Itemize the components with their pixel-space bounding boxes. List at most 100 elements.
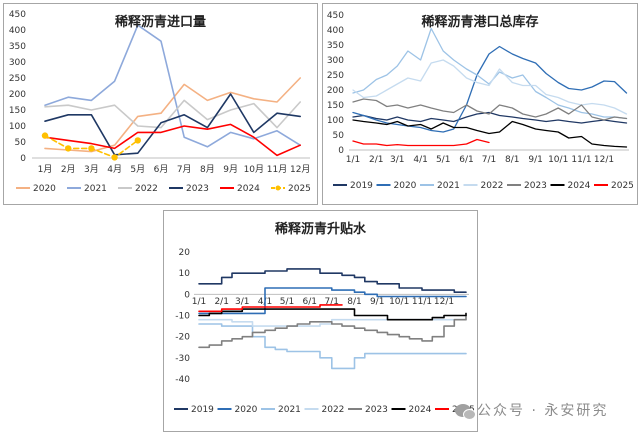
legend-label: 2022 xyxy=(135,184,158,194)
y-tick-label: 300 xyxy=(327,56,344,66)
y-tick-label: 150 xyxy=(327,101,344,111)
x-tick-label: 3/1 xyxy=(235,297,249,307)
legend-item-2021: 2021 xyxy=(420,181,460,191)
legend-item-2022: 2022 xyxy=(304,405,344,415)
x-tick-label: 8/1 xyxy=(505,155,519,165)
x-tick-label: 8/1 xyxy=(347,297,361,307)
y-tick-label: 350 xyxy=(9,42,26,52)
x-tick-label: 3月 xyxy=(84,164,99,175)
y-tick-label: 450 xyxy=(9,10,26,20)
y-tick-label: -30 xyxy=(175,354,190,364)
legend-marker xyxy=(275,185,281,191)
y-tick-label: -10 xyxy=(175,312,190,322)
x-tick-label: 2/1 xyxy=(214,297,228,307)
wechat-icon xyxy=(455,403,476,420)
chart-plot-area: 0 50 100 150 200 250 300 350 400 450 1月 2月 3月 4月 5月 6月 7… xyxy=(9,10,311,194)
x-tick-label: 7/1 xyxy=(325,297,339,307)
x-tick-label: 4/1 xyxy=(413,155,427,165)
x-tick-label: 9/1 xyxy=(528,155,542,165)
x-tick-label: 5/1 xyxy=(436,155,450,165)
y-tick-label: 250 xyxy=(327,71,344,81)
data-point-2025 xyxy=(88,145,95,152)
series-line-2022 xyxy=(44,99,301,129)
x-tick-label: 12月 xyxy=(290,164,310,175)
x-tick-label: 3/1 xyxy=(390,155,404,165)
y-tick-label: 100 xyxy=(327,116,344,126)
y-tick-label: 400 xyxy=(9,26,26,36)
y-tick-label: 0 xyxy=(184,290,190,300)
y-tick-label: 350 xyxy=(327,41,344,51)
x-tick-label: 10/1 xyxy=(548,155,568,165)
x-tick-label: 4月 xyxy=(107,164,122,175)
y-tick-label: 20 xyxy=(179,248,191,258)
x-tick-label: 11月 xyxy=(267,164,287,175)
series-line-2025 xyxy=(352,138,490,147)
x-tick-label: 12/1 xyxy=(434,297,454,307)
x-tick-label: 1/1 xyxy=(346,155,360,165)
x-tick-label: 6月 xyxy=(154,164,169,175)
x-tick-label: 8月 xyxy=(200,164,215,175)
x-tick-label: 7月 xyxy=(177,164,192,175)
series-line-2023 xyxy=(352,98,628,121)
legend-item-2025: 2025 xyxy=(594,181,634,191)
series-line-2024 xyxy=(44,123,301,157)
x-tick-label: 11/1 xyxy=(571,155,591,165)
legend-item-2024: 2024 xyxy=(550,181,591,191)
legend-item-2023: 2023 xyxy=(507,181,547,191)
series-line-2023 xyxy=(198,314,467,349)
legend-label: 2025 xyxy=(611,181,634,191)
legend-label: 2024 xyxy=(409,405,432,415)
legend-item-2022: 2022 xyxy=(118,184,158,194)
data-point-2025 xyxy=(41,132,49,139)
x-tick-label: 5月 xyxy=(130,164,145,175)
data-point-2025 xyxy=(65,145,72,152)
legend-item-2020: 2020 xyxy=(16,184,56,194)
series-line-2024 xyxy=(352,119,628,148)
chart-title: 稀释沥青港口总库存 xyxy=(421,15,539,30)
legend-item-2019: 2019 xyxy=(333,181,373,191)
legend-item-2020: 2020 xyxy=(376,181,417,191)
y-tick-label: 200 xyxy=(327,86,344,96)
chart-title: 稀释沥青升贴水 xyxy=(274,222,366,237)
legend-item-2022: 2022 xyxy=(463,181,503,191)
chart-plot-area: 0 50 100 150 200 250 300 350 400 450 1/1 2/1 3/1 4/1 5… xyxy=(327,11,634,191)
x-tick-label: 6/1 xyxy=(459,155,473,165)
legend-label: 2019 xyxy=(191,405,214,415)
chart-panel-premium-discount: 稀释沥青升贴水 20 10 0 -10 -20 -30 -40 1/1 2/1 3/1 4/1 5/1… xyxy=(163,210,478,432)
y-tick-label: 10 xyxy=(179,269,191,279)
y-tick-label: 100 xyxy=(9,122,26,132)
legend-label: 2025 xyxy=(288,184,311,194)
legend-item-2024: 2024 xyxy=(391,405,432,415)
y-tick-label: 150 xyxy=(9,106,26,116)
legend-item-2023: 2023 xyxy=(348,405,388,415)
x-tick-label: 2月 xyxy=(61,164,76,175)
series-line-2021 xyxy=(352,27,628,120)
x-tick-label: 5/1 xyxy=(280,297,294,307)
series-line-2020 xyxy=(44,77,301,153)
legend-item-2021: 2021 xyxy=(67,184,107,194)
legend-label: 2023 xyxy=(365,405,388,415)
x-tick-label: 11/1 xyxy=(412,297,432,307)
y-tick-label: 250 xyxy=(9,74,26,84)
x-tick-label: 9月 xyxy=(223,164,238,175)
series-line-2021 xyxy=(44,24,301,148)
y-tick-label: -20 xyxy=(175,333,190,343)
legend-label: 2021 xyxy=(278,405,301,415)
x-tick-label: 10/1 xyxy=(389,297,409,307)
legend-item-2019: 2019 xyxy=(174,405,214,415)
series-line-2023 xyxy=(44,93,301,156)
chart-panel-port-inventory: 稀释沥青港口总库存 0 50 100 150 200 250 300 350 400 450 1/1… xyxy=(322,3,638,205)
legend-item-2021: 2021 xyxy=(261,405,301,415)
watermark-text: 公众号 · 永安研究 xyxy=(477,403,609,419)
x-tick-label: 6/1 xyxy=(303,297,317,307)
data-point-2025 xyxy=(111,154,118,161)
legend-label: 2020 xyxy=(235,405,258,415)
legend-label: 2024 xyxy=(568,181,591,191)
legend-item-2023: 2023 xyxy=(169,184,209,194)
x-tick-label: 7/1 xyxy=(482,155,496,165)
x-tick-label: 1/1 xyxy=(192,297,206,307)
x-tick-label: 12/1 xyxy=(594,155,614,165)
y-tick-label: 50 xyxy=(15,138,27,148)
y-tick-label: 200 xyxy=(9,90,26,100)
